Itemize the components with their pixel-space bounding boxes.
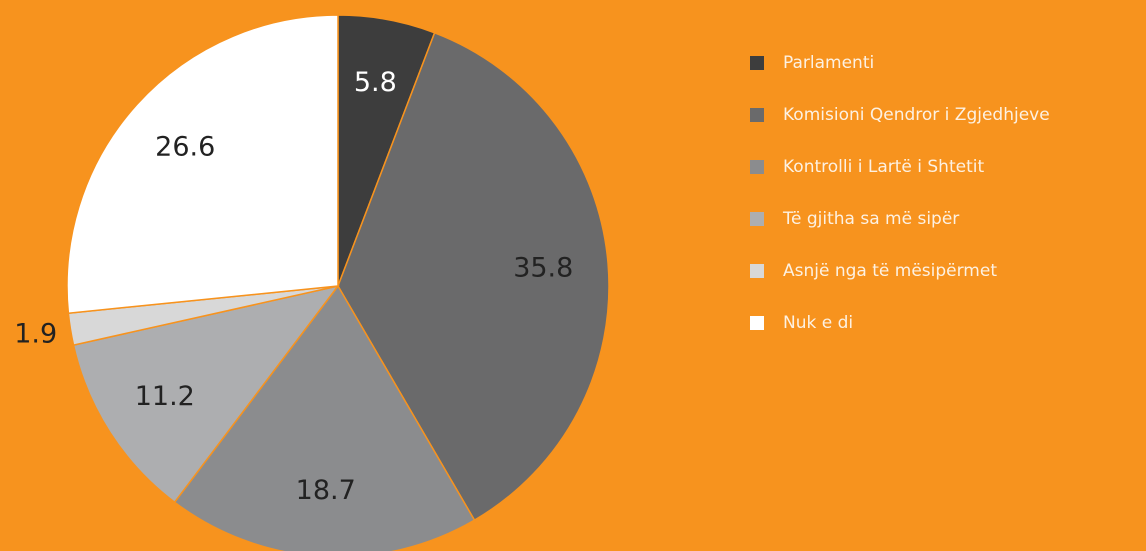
pie-slice	[173, 284, 476, 551]
legend-label: Asnjë nga të mësipërmet	[783, 261, 997, 281]
data-label: 26.6	[155, 131, 215, 162]
legend-swatch	[750, 212, 764, 226]
data-label: 11.2	[135, 381, 195, 412]
legend-label: Të gjitha sa më sipër	[782, 209, 959, 229]
pie-slice	[337, 31, 610, 522]
data-label: 1.9	[14, 318, 57, 349]
legend-label: Nuk e di	[783, 313, 853, 333]
legend-swatch	[750, 160, 764, 174]
legend-swatch	[750, 108, 764, 122]
pie-slice	[72, 284, 340, 504]
legend-label: Kontrolli i Lartë i Shtetit	[783, 157, 984, 177]
legend-swatch	[750, 264, 764, 278]
legend-swatch	[750, 56, 764, 70]
legend-swatch	[750, 316, 764, 330]
data-label: 18.7	[296, 475, 356, 506]
legend-label: Parlamenti	[783, 53, 874, 73]
legend-label: Komisioni Qendror i Zgjedhjeve	[783, 105, 1050, 125]
pie-slice	[66, 14, 339, 315]
data-label: 35.8	[513, 253, 573, 284]
data-label: 5.8	[354, 67, 397, 98]
